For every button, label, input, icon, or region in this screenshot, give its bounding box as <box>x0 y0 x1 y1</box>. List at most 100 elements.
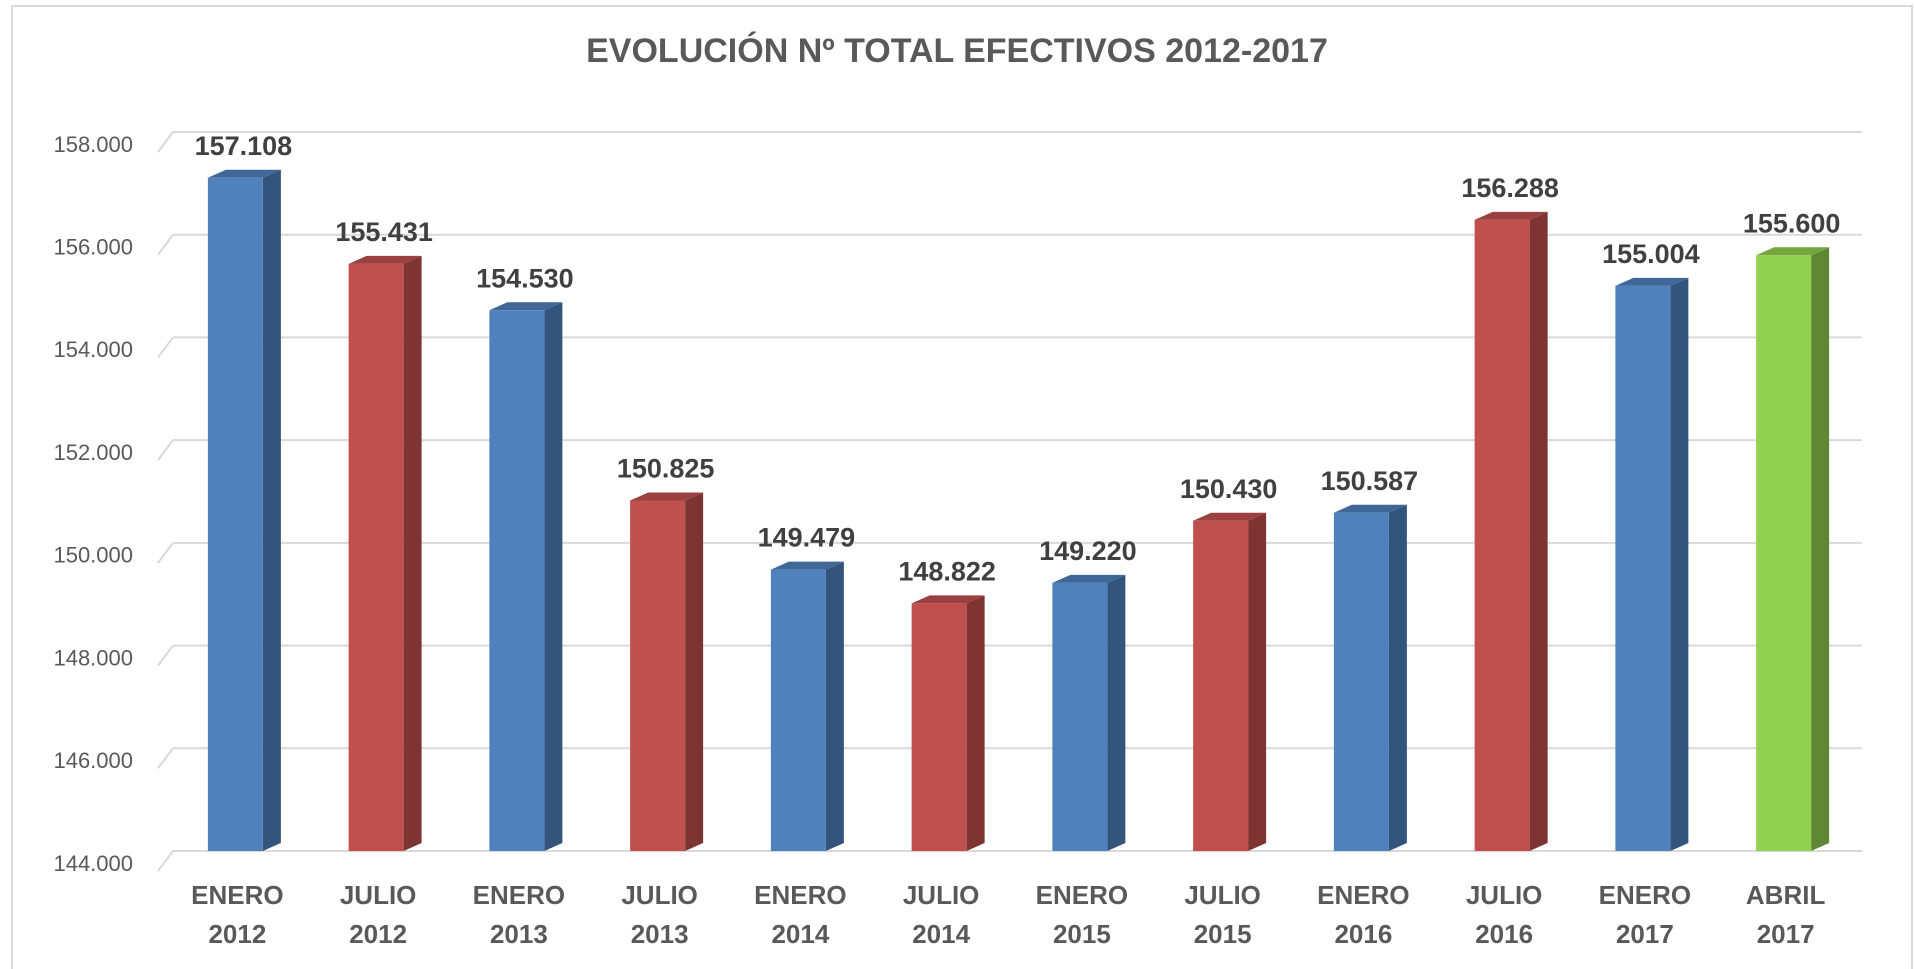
grid-line <box>157 644 174 667</box>
data-label: 149.479 <box>758 523 856 553</box>
bar-side <box>1388 504 1407 851</box>
bar <box>1193 512 1267 851</box>
bar <box>770 561 844 851</box>
x-tick-label: 2013 <box>490 919 548 949</box>
bar <box>630 492 704 851</box>
data-label: 150.430 <box>1180 474 1278 504</box>
chart-title: EVOLUCIÓN Nº TOTAL EFECTIVOS 2012-2017 <box>586 32 1328 70</box>
x-tick-label: ENERO <box>473 880 565 910</box>
grid-line <box>157 439 174 461</box>
x-tick-label: ENERO <box>1317 880 1409 910</box>
bar-top <box>1193 512 1267 521</box>
bar-side <box>403 255 422 851</box>
x-tick-label: ENERO <box>754 880 846 910</box>
bar-front <box>1333 512 1389 851</box>
bar-top <box>911 595 985 604</box>
grid-line <box>157 131 174 153</box>
bar-side <box>544 302 563 851</box>
data-label: 155.004 <box>1602 239 1700 269</box>
bar-front <box>1193 520 1249 851</box>
bar-top <box>1615 277 1689 286</box>
x-tick-label: 2014 <box>771 919 829 949</box>
bar-top <box>1474 211 1548 220</box>
data-label: 148.822 <box>898 556 996 586</box>
y-tick-label: 148.000 <box>53 645 133 670</box>
bar-front <box>1756 255 1812 851</box>
bar-side <box>1529 211 1548 851</box>
data-label: 154.530 <box>476 263 574 293</box>
bar <box>911 595 985 851</box>
data-label: 157.108 <box>195 131 293 161</box>
data-label: 150.825 <box>617 454 715 484</box>
bar <box>348 255 422 851</box>
x-tick-label: 2012 <box>208 919 266 949</box>
bar-top <box>1333 504 1407 513</box>
x-tick-label: 2015 <box>1194 919 1252 949</box>
grid-line <box>157 850 174 872</box>
x-tick-label: JULIO <box>903 880 980 910</box>
x-tick-label: 2016 <box>1475 919 1533 949</box>
bar-front <box>489 310 545 851</box>
bar-top <box>348 255 422 264</box>
bar-side <box>1670 277 1689 852</box>
y-tick-label: 154.000 <box>53 337 133 362</box>
x-tick-label: JULIO <box>1466 880 1543 910</box>
x-tick-label: JULIO <box>340 880 417 910</box>
bar <box>1333 504 1407 851</box>
bar-side <box>966 595 985 851</box>
bar-side <box>262 169 281 852</box>
y-tick-label: 152.000 <box>53 440 133 465</box>
y-tick-label: 144.000 <box>53 851 133 876</box>
x-tick-label: ENERO <box>1036 880 1128 910</box>
data-label: 149.220 <box>1039 536 1137 566</box>
bar-top <box>770 561 844 570</box>
bar-front <box>348 263 404 851</box>
bar-front <box>1615 285 1671 852</box>
x-tick-label: 2014 <box>912 919 970 949</box>
bar-front <box>911 603 967 851</box>
bar-front <box>207 177 263 852</box>
bar-front <box>1474 219 1530 851</box>
grid-line <box>157 234 174 256</box>
bar-front <box>770 569 826 851</box>
bar-side <box>1248 512 1267 851</box>
grid-line <box>157 747 174 769</box>
bar-side <box>825 561 844 851</box>
y-tick-label: 158.000 <box>53 132 133 157</box>
grid-line <box>157 336 174 359</box>
bar <box>1615 277 1689 852</box>
x-tick-label: 2016 <box>1334 919 1392 949</box>
x-tick-label: 2012 <box>349 919 407 949</box>
data-label: 155.431 <box>335 217 433 247</box>
bar <box>1756 247 1830 851</box>
x-tick-label: 2017 <box>1616 919 1674 949</box>
bar <box>489 302 563 851</box>
data-label: 155.600 <box>1743 208 1841 238</box>
bar <box>1052 574 1126 851</box>
bar <box>1474 211 1548 851</box>
y-tick-label: 146.000 <box>53 748 133 773</box>
bar-side <box>685 492 704 851</box>
bar-front <box>1052 582 1108 851</box>
bar-side <box>1107 574 1126 851</box>
x-tick-label: JULIO <box>1184 880 1261 910</box>
x-tick-label: ENERO <box>191 880 283 910</box>
bar-side <box>1811 247 1830 851</box>
y-tick-label: 156.000 <box>53 235 133 260</box>
x-tick-label: 2017 <box>1757 919 1815 949</box>
bar-top <box>489 302 563 311</box>
data-label: 150.587 <box>1321 466 1419 496</box>
bar-top <box>1052 574 1126 583</box>
x-tick-label: ENERO <box>1599 880 1691 910</box>
bar-top <box>1756 247 1830 256</box>
bar-top <box>630 492 704 501</box>
bar <box>207 169 281 852</box>
x-tick-label: 2015 <box>1053 919 1111 949</box>
y-tick-label: 150.000 <box>53 543 133 568</box>
data-label: 156.288 <box>1461 173 1559 203</box>
bar-front <box>630 500 686 851</box>
grid-line <box>157 542 174 564</box>
x-tick-label: JULIO <box>621 880 698 910</box>
x-tick-label: 2013 <box>631 919 689 949</box>
